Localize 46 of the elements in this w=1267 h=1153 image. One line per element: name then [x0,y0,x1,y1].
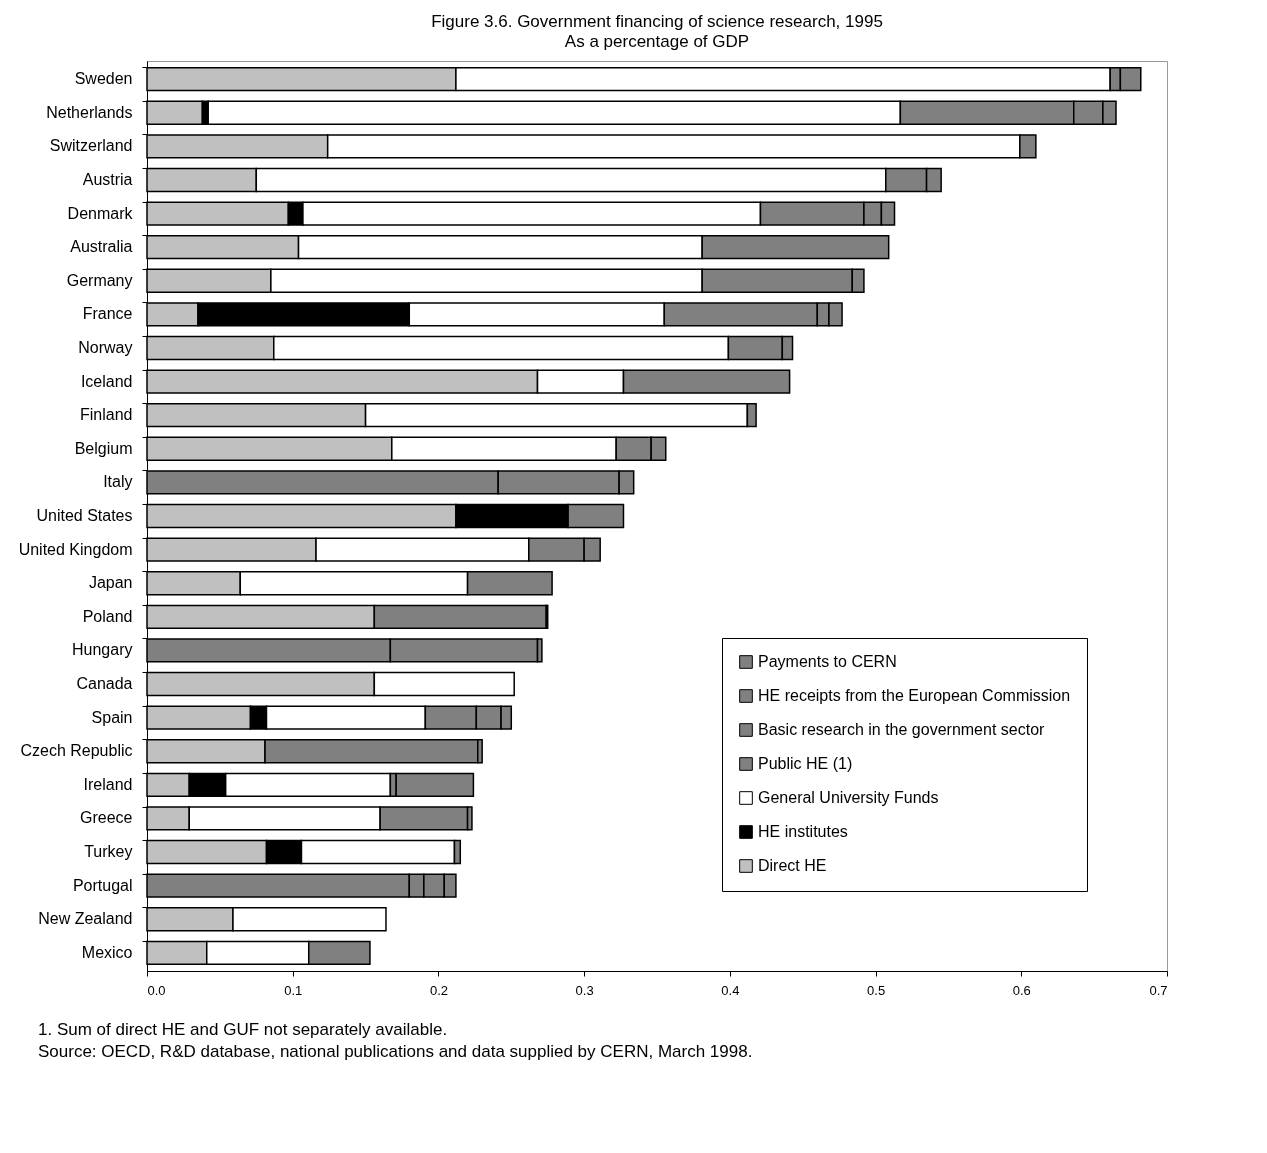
legend-label: General University Funds [758,789,939,806]
y-tick-label: United States [36,507,133,524]
y-tick-label: Poland [82,607,133,625]
chart-title: Figure 3.6. Government financing of science research, 1995 [431,12,883,31]
legend-label: Basic research in the government sector [758,721,1046,738]
legend-label: Public HE (1) [758,755,853,772]
x-tick-label: 0.2 [429,982,448,998]
y-tick-label: Turkey [84,843,133,861]
y-tick-label: Norway [78,338,133,356]
y-tick-label: Ireland [83,775,133,793]
y-tick-label: Belgium [74,439,133,457]
legend-label: HE institutes [758,823,848,840]
legend-label: Payments to CERN [758,653,897,670]
y-tick-label: Switzerland [49,137,133,155]
y-tick-label: Finland [80,406,133,424]
source-note: Source: OECD, R&D database, national publications and data supplied by CERN, March 1998. [38,1042,754,1062]
y-tick-label: Japan [88,574,133,592]
text: 1. Sum of direct HE and GUF not separately available. [38,1020,449,1040]
y-tick-label: Hungary [72,641,133,659]
y-tick-label: United Kingdom [18,540,133,558]
y-tick-label: Mexico [81,943,133,961]
x-tick-label: 0.4 [721,982,740,998]
y-tick-label: Spain [91,708,133,726]
y-tick-label: Czech Republic [20,742,133,760]
y-tick-label: Denmark [67,204,134,222]
y-tick-label: Australia [70,238,133,256]
chart-subtitle: As a percentage of GDP [564,32,750,51]
y-tick-label: France [82,305,133,323]
y-tick-label: New Zealand [38,910,133,928]
y-tick-label: Germany [66,271,133,289]
x-tick-label: 0.3 [575,982,594,998]
y-tick-label: Canada [76,675,133,693]
y-tick-label: Italy [103,473,133,491]
y-tick-label: Portugal [72,876,133,894]
y-tick-label: Greece [80,809,133,827]
x-tick-label: 0.0 [147,982,166,998]
legend-label: HE receipts from the European Commission [758,687,1071,704]
x-tick-label: 0.5 [867,982,886,998]
y-tick-label: Netherlands [46,103,133,121]
x-tick-label: 0.7 [1149,982,1168,998]
legend-label: Direct HE [758,857,827,874]
x-tick-label: 0.1 [284,982,303,998]
x-tick-label: 0.6 [1012,982,1031,998]
y-tick-label: Iceland [80,372,133,390]
y-tick-label: Sweden [74,70,133,88]
y-tick-label: Austria [82,170,133,188]
